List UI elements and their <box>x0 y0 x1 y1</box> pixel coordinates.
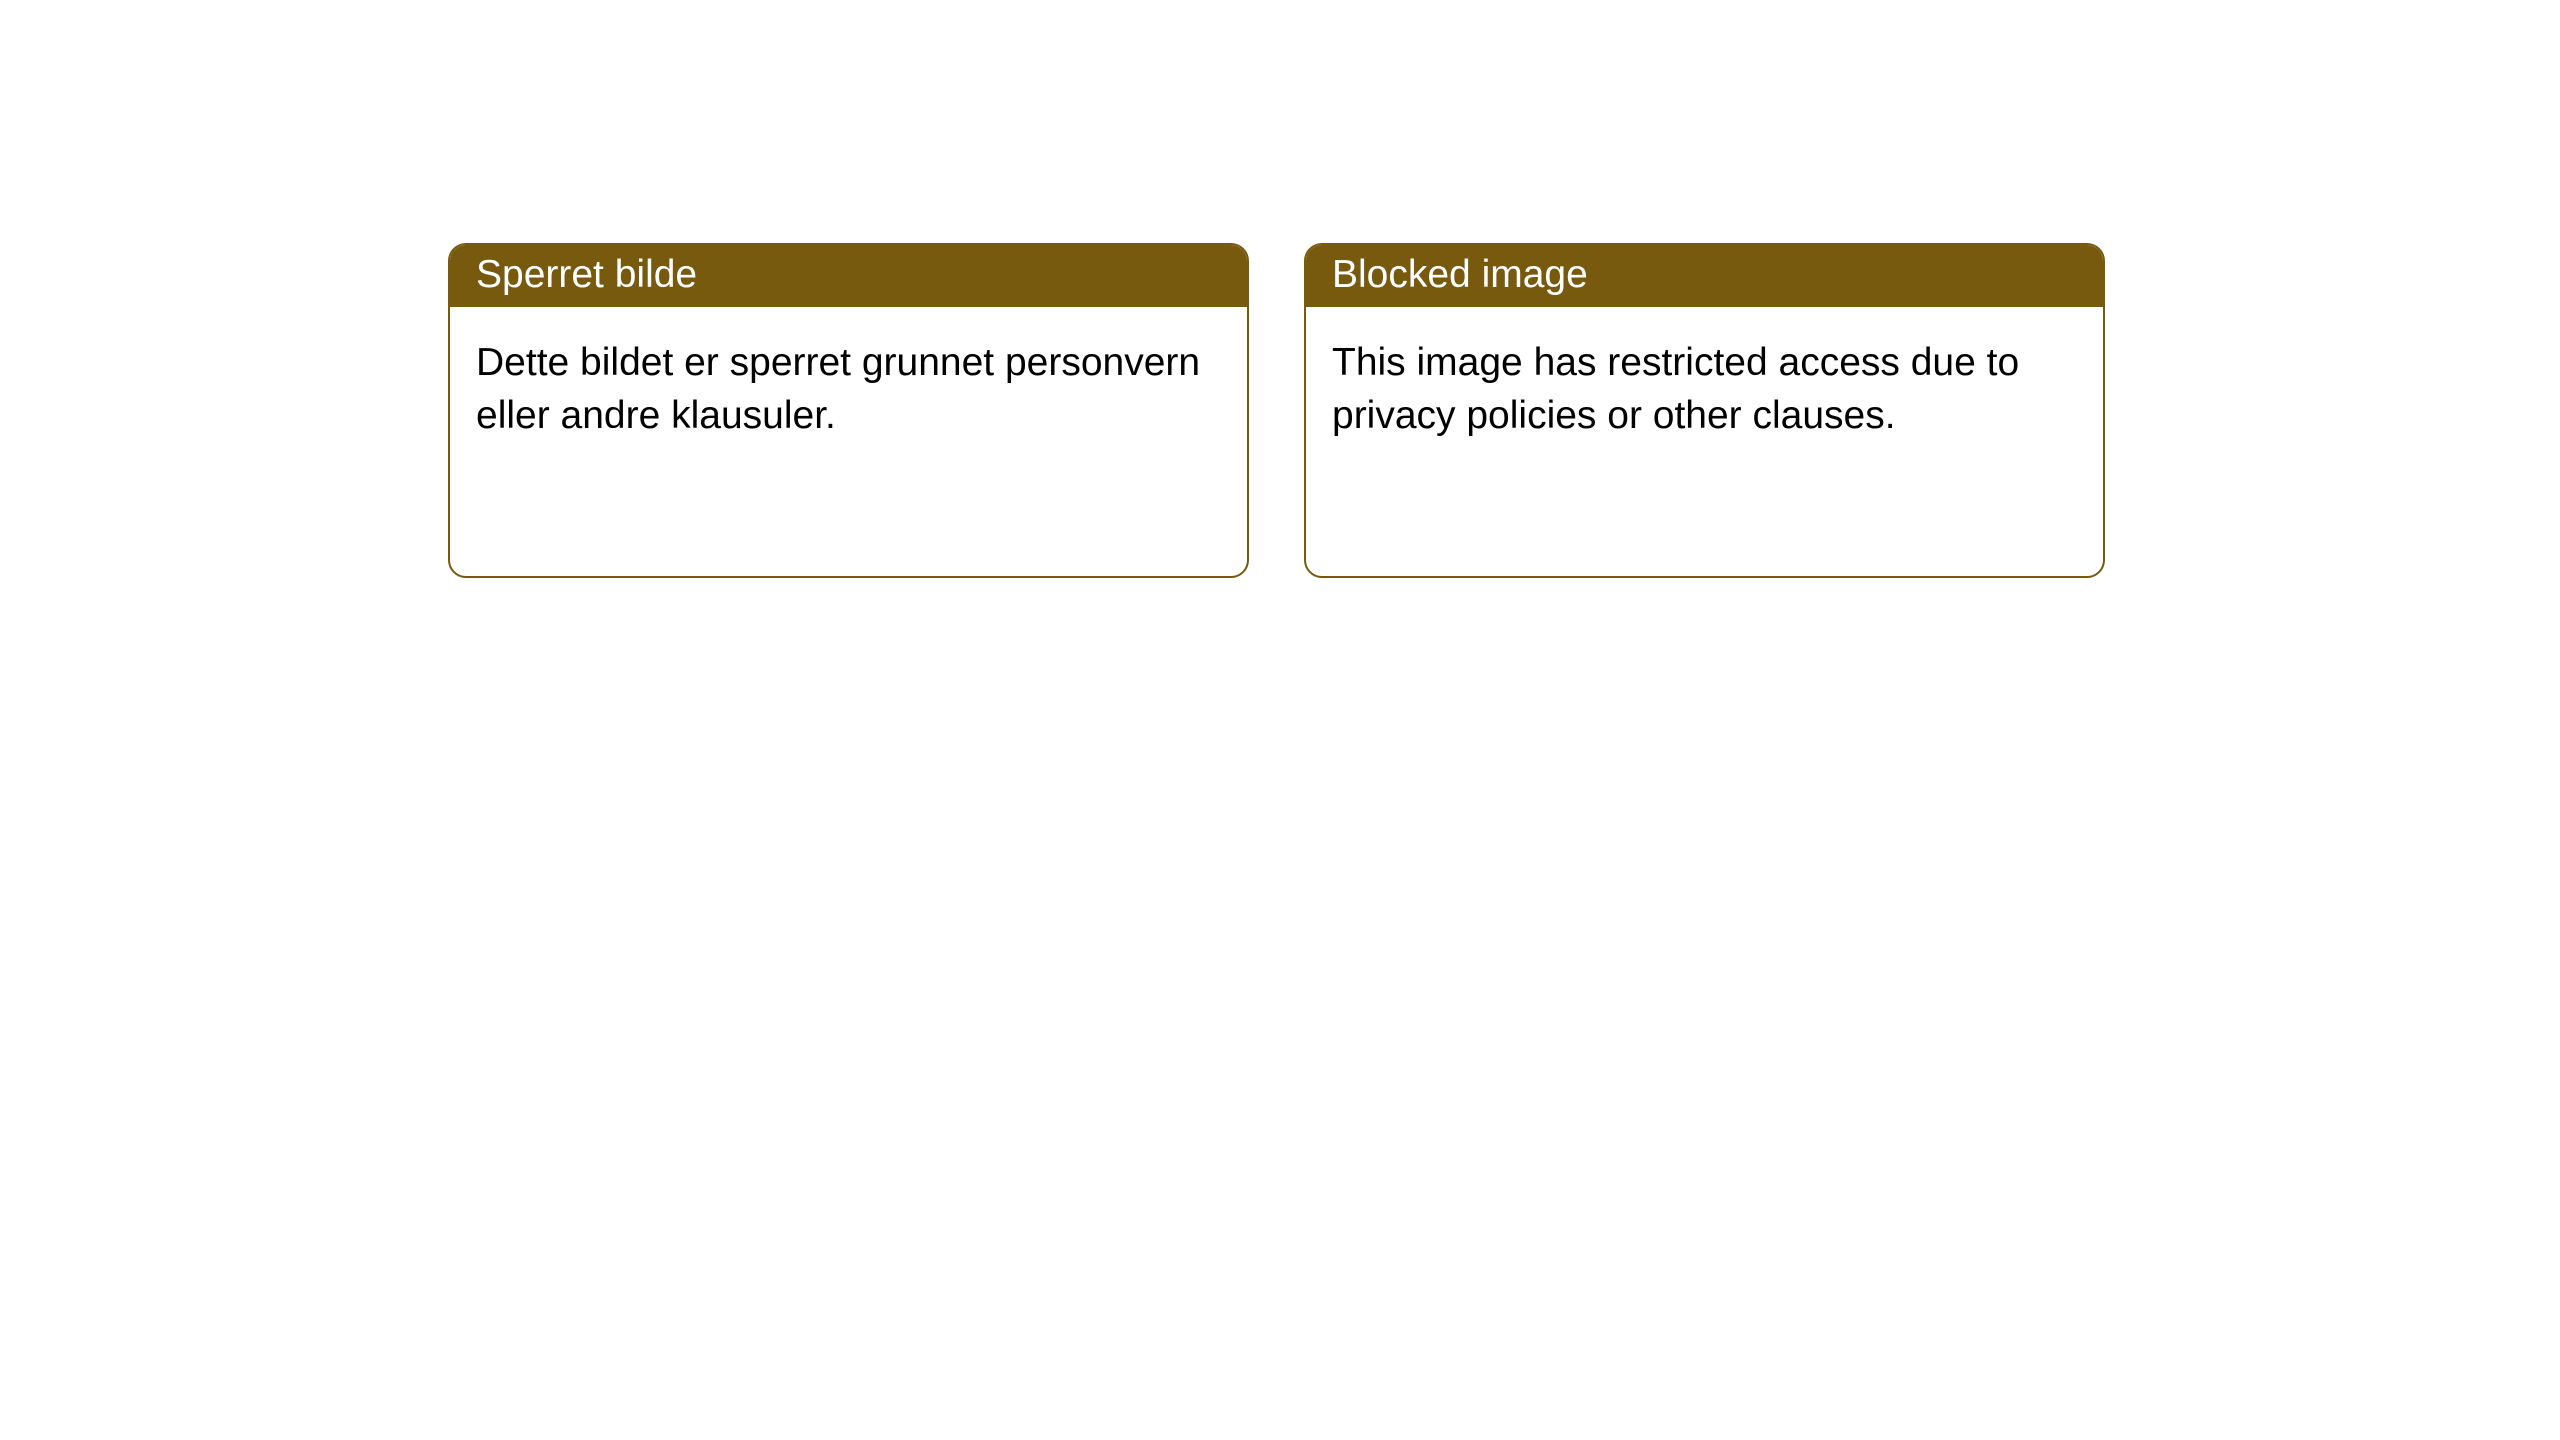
notice-card-norwegian: Sperret bilde Dette bildet er sperret gr… <box>448 243 1249 578</box>
notice-body-norwegian: Dette bildet er sperret grunnet personve… <box>450 307 1247 472</box>
notice-card-english: Blocked image This image has restricted … <box>1304 243 2105 578</box>
notice-title-english: Blocked image <box>1306 245 2103 307</box>
notice-title-norwegian: Sperret bilde <box>450 245 1247 307</box>
notice-container: Sperret bilde Dette bildet er sperret gr… <box>448 243 2105 578</box>
notice-body-english: This image has restricted access due to … <box>1306 307 2103 472</box>
